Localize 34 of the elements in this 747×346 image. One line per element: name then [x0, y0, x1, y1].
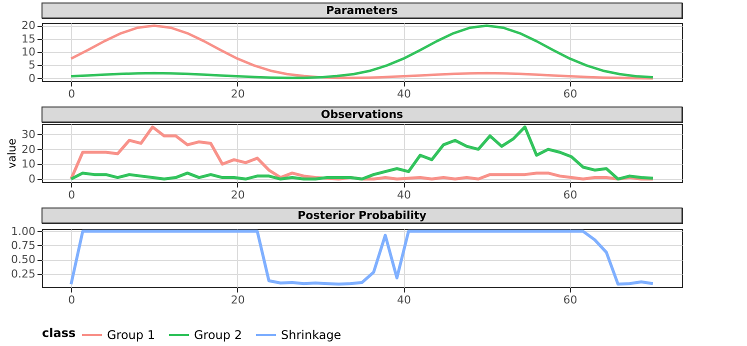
y-axis-title: value: [6, 138, 19, 169]
x-tick-label: 40: [397, 88, 412, 100]
y-tick-label: 0.50: [11, 253, 36, 266]
chart-title: Observations: [320, 108, 404, 121]
y-tick-label: 0.75: [11, 238, 36, 252]
x-tick-label: 20: [230, 294, 245, 306]
chart-title: Parameters: [326, 4, 398, 17]
x-tick-label: 60: [563, 294, 578, 306]
y-tick-label: 5: [28, 58, 36, 72]
legend-label: Group 2: [194, 328, 242, 342]
x-tick-label: 0: [68, 88, 76, 100]
x-tick-label: 20: [230, 88, 245, 100]
x-tick-label: 40: [397, 294, 412, 306]
legend-label: Group 1: [107, 328, 155, 342]
x-tick-label: 20: [230, 188, 245, 202]
chart-title: Posterior Probability: [298, 209, 426, 222]
legend-label: Shrinkage: [281, 328, 342, 342]
x-tick-label: 0: [68, 294, 76, 306]
y-tick-label: 20: [22, 19, 36, 32]
y-tick-label: 20: [22, 142, 36, 156]
x-tick-label: 60: [563, 188, 578, 202]
y-tick-label: 0: [28, 172, 36, 186]
y-tick-label: 30: [22, 128, 36, 141]
legend-title: class: [42, 326, 76, 340]
line-series: [70, 230, 654, 286]
y-tick-label: 1.00: [11, 224, 36, 238]
y-tick-label: 0.25: [11, 267, 36, 280]
y-tick-label: 0: [28, 72, 36, 85]
y-tick-label: 15: [22, 32, 36, 46]
x-tick-label: 60: [563, 88, 578, 100]
x-tick-label: 40: [397, 188, 412, 202]
y-tick-label: 10: [22, 46, 36, 58]
y-tick-label: 10: [22, 158, 36, 171]
x-tick-label: 0: [68, 188, 76, 202]
